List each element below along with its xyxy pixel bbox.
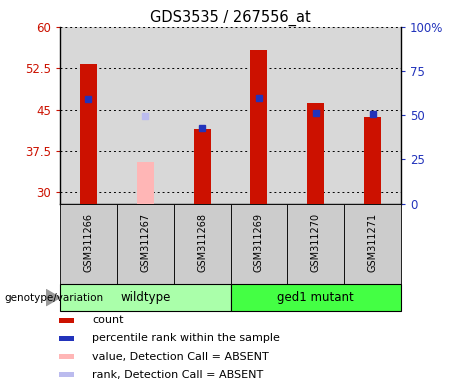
Bar xyxy=(307,103,324,204)
Bar xyxy=(59,336,74,341)
Text: GSM311271: GSM311271 xyxy=(367,213,378,272)
Bar xyxy=(230,204,287,284)
Text: GSM311267: GSM311267 xyxy=(140,213,150,272)
Bar xyxy=(230,284,401,311)
Bar xyxy=(136,162,154,204)
Text: percentile rank within the sample: percentile rank within the sample xyxy=(92,333,280,343)
Bar xyxy=(80,65,97,204)
Bar xyxy=(59,318,74,323)
Text: GSM311270: GSM311270 xyxy=(311,213,321,272)
Text: GSM311266: GSM311266 xyxy=(83,213,94,272)
Bar xyxy=(194,129,211,204)
Bar xyxy=(364,117,381,204)
Title: GDS3535 / 267556_at: GDS3535 / 267556_at xyxy=(150,9,311,25)
Text: rank, Detection Call = ABSENT: rank, Detection Call = ABSENT xyxy=(92,370,263,380)
Text: wildtype: wildtype xyxy=(120,291,171,304)
Bar xyxy=(59,354,74,359)
Bar xyxy=(60,284,230,311)
Polygon shape xyxy=(46,290,60,306)
Bar xyxy=(59,372,74,377)
Text: count: count xyxy=(92,315,124,325)
Text: genotype/variation: genotype/variation xyxy=(5,293,104,303)
Text: ged1 mutant: ged1 mutant xyxy=(278,291,354,304)
Text: GSM311268: GSM311268 xyxy=(197,213,207,272)
Bar xyxy=(287,204,344,284)
Bar xyxy=(174,204,230,284)
Bar xyxy=(250,50,267,204)
Text: value, Detection Call = ABSENT: value, Detection Call = ABSENT xyxy=(92,352,269,362)
Bar xyxy=(344,204,401,284)
Text: GSM311269: GSM311269 xyxy=(254,213,264,272)
Bar xyxy=(117,204,174,284)
Bar xyxy=(60,204,117,284)
